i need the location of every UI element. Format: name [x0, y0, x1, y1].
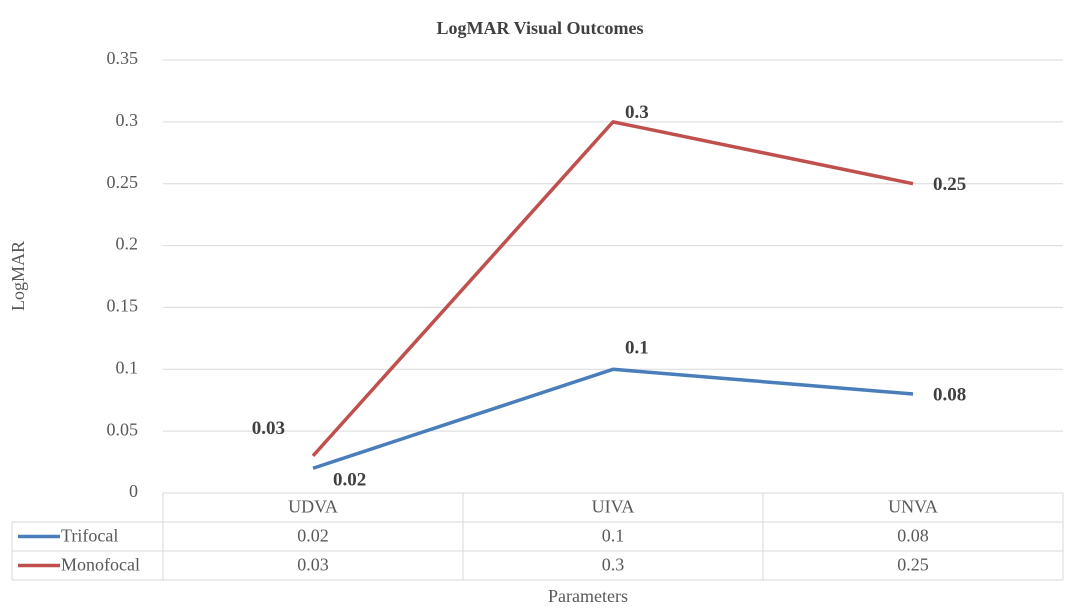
chart-title: LogMAR Visual Outcomes — [437, 18, 644, 38]
y-tick-label: 0.15 — [107, 296, 139, 316]
legend-label: Trifocal — [61, 526, 118, 546]
data-label: 0.03 — [252, 418, 285, 439]
x-tick-label: UIVA — [592, 497, 635, 517]
legend-label: Monofocal — [61, 555, 140, 575]
table-value: 0.02 — [297, 526, 329, 546]
x-axis-label: Parameters — [548, 586, 628, 606]
y-tick-label: 0.1 — [116, 357, 139, 377]
y-tick-label: 0.2 — [116, 234, 139, 254]
y-tick-label: 0 — [129, 481, 138, 501]
series-line — [312, 367, 914, 470]
y-tick-label: 0.3 — [116, 110, 139, 130]
series-line — [311, 120, 914, 458]
data-label: 0.25 — [933, 174, 966, 195]
data-label: 0.02 — [333, 470, 366, 491]
table-value: 0.03 — [297, 555, 329, 575]
y-axis-label: LogMAR — [8, 241, 28, 311]
table-value: 0.08 — [897, 526, 929, 546]
x-tick-label: UNVA — [888, 497, 938, 517]
x-tick-label: UDVA — [288, 497, 338, 517]
data-label: 0.08 — [933, 384, 966, 405]
table-value: 0.25 — [897, 555, 929, 575]
data-label: 0.1 — [625, 338, 649, 359]
table-value: 0.1 — [602, 526, 625, 546]
y-tick-label: 0.25 — [107, 172, 139, 192]
y-tick-label: 0.05 — [107, 419, 139, 439]
table-value: 0.3 — [602, 555, 625, 575]
data-label: 0.3 — [625, 102, 649, 123]
y-tick-label: 0.35 — [107, 48, 139, 68]
